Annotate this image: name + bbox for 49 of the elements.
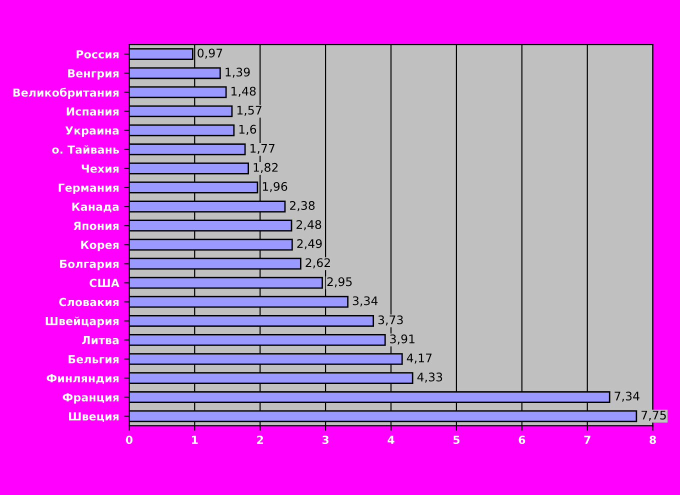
data-label: 2,95 [327,277,352,288]
data-label: 4,17 [406,354,432,364]
y-tick-label: Бельгия [68,355,119,364]
data-label: 1,6 [239,124,256,135]
x-tick-label: 4 [388,436,394,444]
y-tick-label: Литва [82,336,119,344]
data-label: 1,39 [226,68,250,78]
y-tick-label: Великобритания [13,88,119,99]
data-label: 3,91 [390,334,414,345]
x-tick-label: 0 [126,436,133,444]
y-tick-label: Россия [76,50,119,58]
y-tick-label: Канада [72,202,119,212]
y-tick-label: Корея [81,240,119,252]
y-tick-label: о. Тайвань [52,145,119,154]
y-tick-label: Швейцария [46,316,119,328]
y-tick-label: Венгрия [68,69,119,80]
x-tick-label: 2 [257,436,263,444]
y-tick-label: Германия [58,184,119,194]
data-label: 2,48 [296,220,322,230]
data-label: 2,38 [290,201,315,212]
y-tick-label: Болгария [60,260,119,270]
data-label: 3,34 [352,296,378,306]
data-label: 4,33 [417,372,442,383]
x-tick-label: 5 [453,436,460,444]
data-label: 2,49 [297,239,322,250]
x-tick-label: 3 [322,436,329,444]
data-label: 1,96 [262,182,288,192]
x-tick-label: 7 [584,436,590,444]
y-tick-label: США [90,278,120,288]
y-tick-label: Украина [65,126,119,137]
x-tick-label: 8 [650,436,656,444]
y-tick-label: Франция [62,393,119,404]
x-tick-label: 1 [192,436,198,444]
y-tick-label: Япония [74,222,119,230]
data-label: 1,82 [254,162,278,174]
data-label: 1,48 [232,86,256,97]
data-label: 7,34 [614,392,640,402]
y-tick-label: Словакия [59,298,119,306]
y-tick-label: Чехия [82,164,119,173]
data-label: 3,73 [378,315,403,326]
y-tick-label: Испания [66,107,119,116]
data-label: 7,75 [642,410,666,421]
y-tick-label: Финляндия [46,374,119,384]
y-tick-label: Швеция [69,412,119,422]
data-label: 2,62 [306,258,330,268]
data-label: 1,57 [237,106,262,116]
data-label: 0,97 [198,48,222,59]
data-label: 1,77 [250,144,274,154]
x-tick-label: 6 [518,436,526,444]
